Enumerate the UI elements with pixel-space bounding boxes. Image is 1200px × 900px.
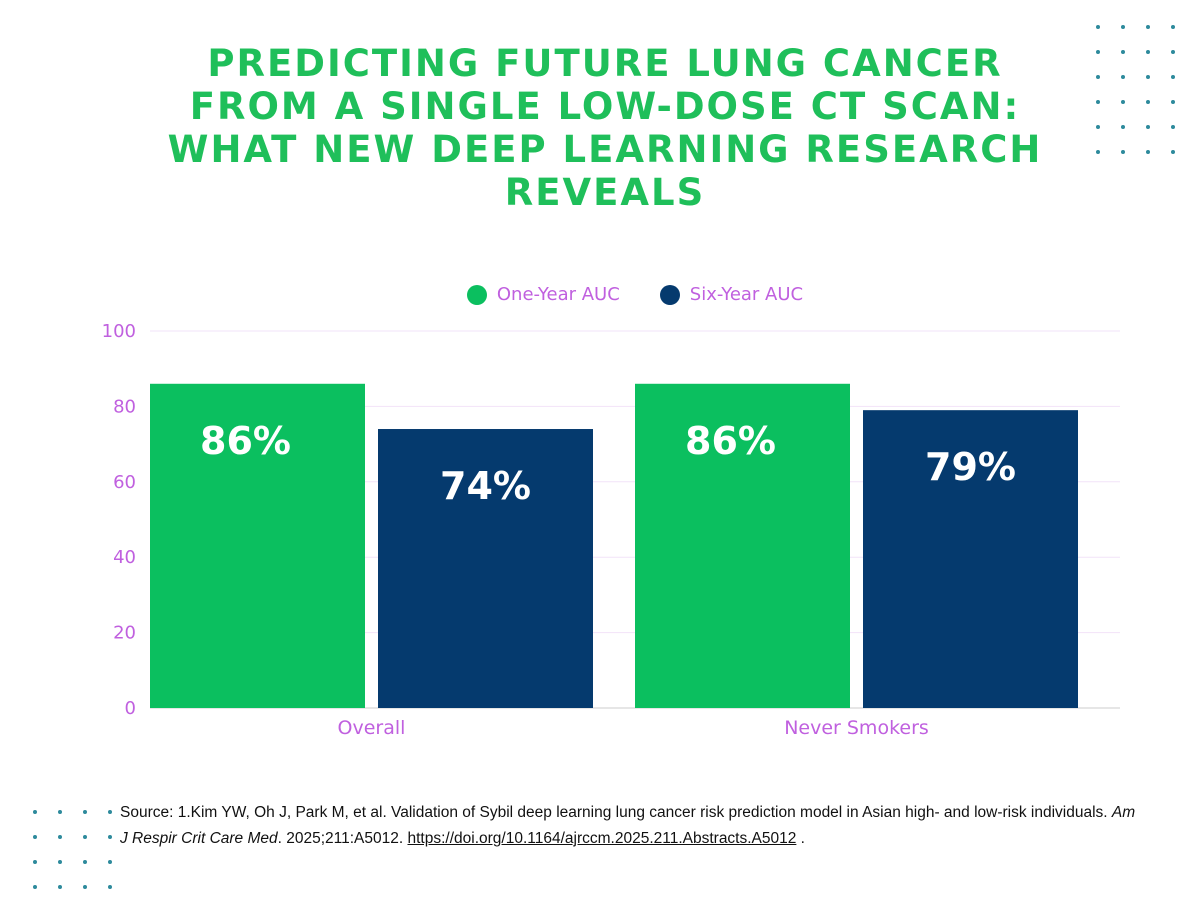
decorative-dot [1171,100,1175,104]
legend-label-one-year: One-Year AUC [496,284,620,305]
decorative-dot [58,885,62,889]
decorative-dot [1146,100,1150,104]
y-tick-label: 60 [113,472,136,493]
decorative-dot [1121,100,1125,104]
decorative-dot [1096,75,1100,79]
bar-six-year [863,410,1078,708]
source-details: . 2025;211:A5012. [277,830,404,847]
source-suffix: . [796,830,805,847]
x-tick-label: Never Smokers [784,717,929,739]
legend-item-six-year: Six-Year AUC [659,284,804,305]
decorative-dot [1096,100,1100,104]
source-doi-link[interactable]: https://doi.org/10.1164/ajrccm.2025.211.… [407,830,797,847]
decorative-dot [1146,50,1150,54]
decorative-dot [1146,125,1150,129]
decorative-dot [1171,25,1175,29]
decorative-dot [33,860,37,864]
decorative-dot [1146,25,1150,29]
decorative-dot [1146,150,1150,154]
bar-one-year [150,383,365,708]
chart-legend: One-Year AUC Six-Year AUC [0,284,1200,305]
decorative-dot [1121,75,1125,79]
decorative-dot [108,860,112,864]
decorative-dot [1121,125,1125,129]
page-title: PREDICTING FUTURE LUNG CANCER FROM A SIN… [167,42,1043,214]
decorative-dot [83,835,87,839]
decorative-dot [1121,25,1125,29]
decorative-dot [83,810,87,814]
decorative-dot [33,810,37,814]
bar-chart: 0 20 40 60 80 100 86% 74% Overall 86% 79% Never Smo… [102,321,1120,739]
decorative-dot [1171,50,1175,54]
bar-one-year [635,383,850,708]
decorative-dot [1096,125,1100,129]
decorative-dot [58,860,62,864]
source-journal: Am J Respir Crit Care Med [120,804,1136,847]
legend-swatch-six-year [659,284,680,305]
y-tick-label: 0 [125,698,136,719]
decorative-dot [83,885,87,889]
bar-value-label: 86% [200,419,291,463]
decorative-dot [1121,150,1125,154]
legend-swatch-one-year [466,284,487,305]
bar-value-label: 74% [440,464,531,508]
decorative-dot [1171,125,1175,129]
decorative-dot [108,810,112,814]
decorative-dot [1096,25,1100,29]
decorative-dot [33,885,37,889]
decorative-dot [58,835,62,839]
decorative-dot [83,860,87,864]
legend-label-six-year: Six-Year AUC [689,284,804,305]
decorative-dot [1146,75,1150,79]
decorative-dot [1121,50,1125,54]
decorative-dot [1096,150,1100,154]
decorative-dot [33,835,37,839]
legend-item-one-year: One-Year AUC [466,284,620,305]
decorative-dot [108,885,112,889]
bar-value-label: 79% [925,445,1016,489]
y-tick-label: 40 [113,547,136,568]
decorative-dot [108,835,112,839]
source-prefix: Source: 1.Kim YW, Oh J, Park M, et al. V… [120,804,1108,821]
y-tick-label: 20 [113,623,136,644]
y-tick-label: 100 [102,321,136,342]
decorative-dot [1171,150,1175,154]
source-citation: Source: 1.Kim YW, Oh J, Park M, et al. V… [120,800,1140,852]
y-tick-label: 80 [113,396,136,417]
decorative-dot [1096,50,1100,54]
decorative-dot [1171,75,1175,79]
bar-value-label: 86% [685,419,776,463]
x-tick-label: Overall [338,717,406,739]
bar-six-year [378,429,593,708]
decorative-dot [58,810,62,814]
